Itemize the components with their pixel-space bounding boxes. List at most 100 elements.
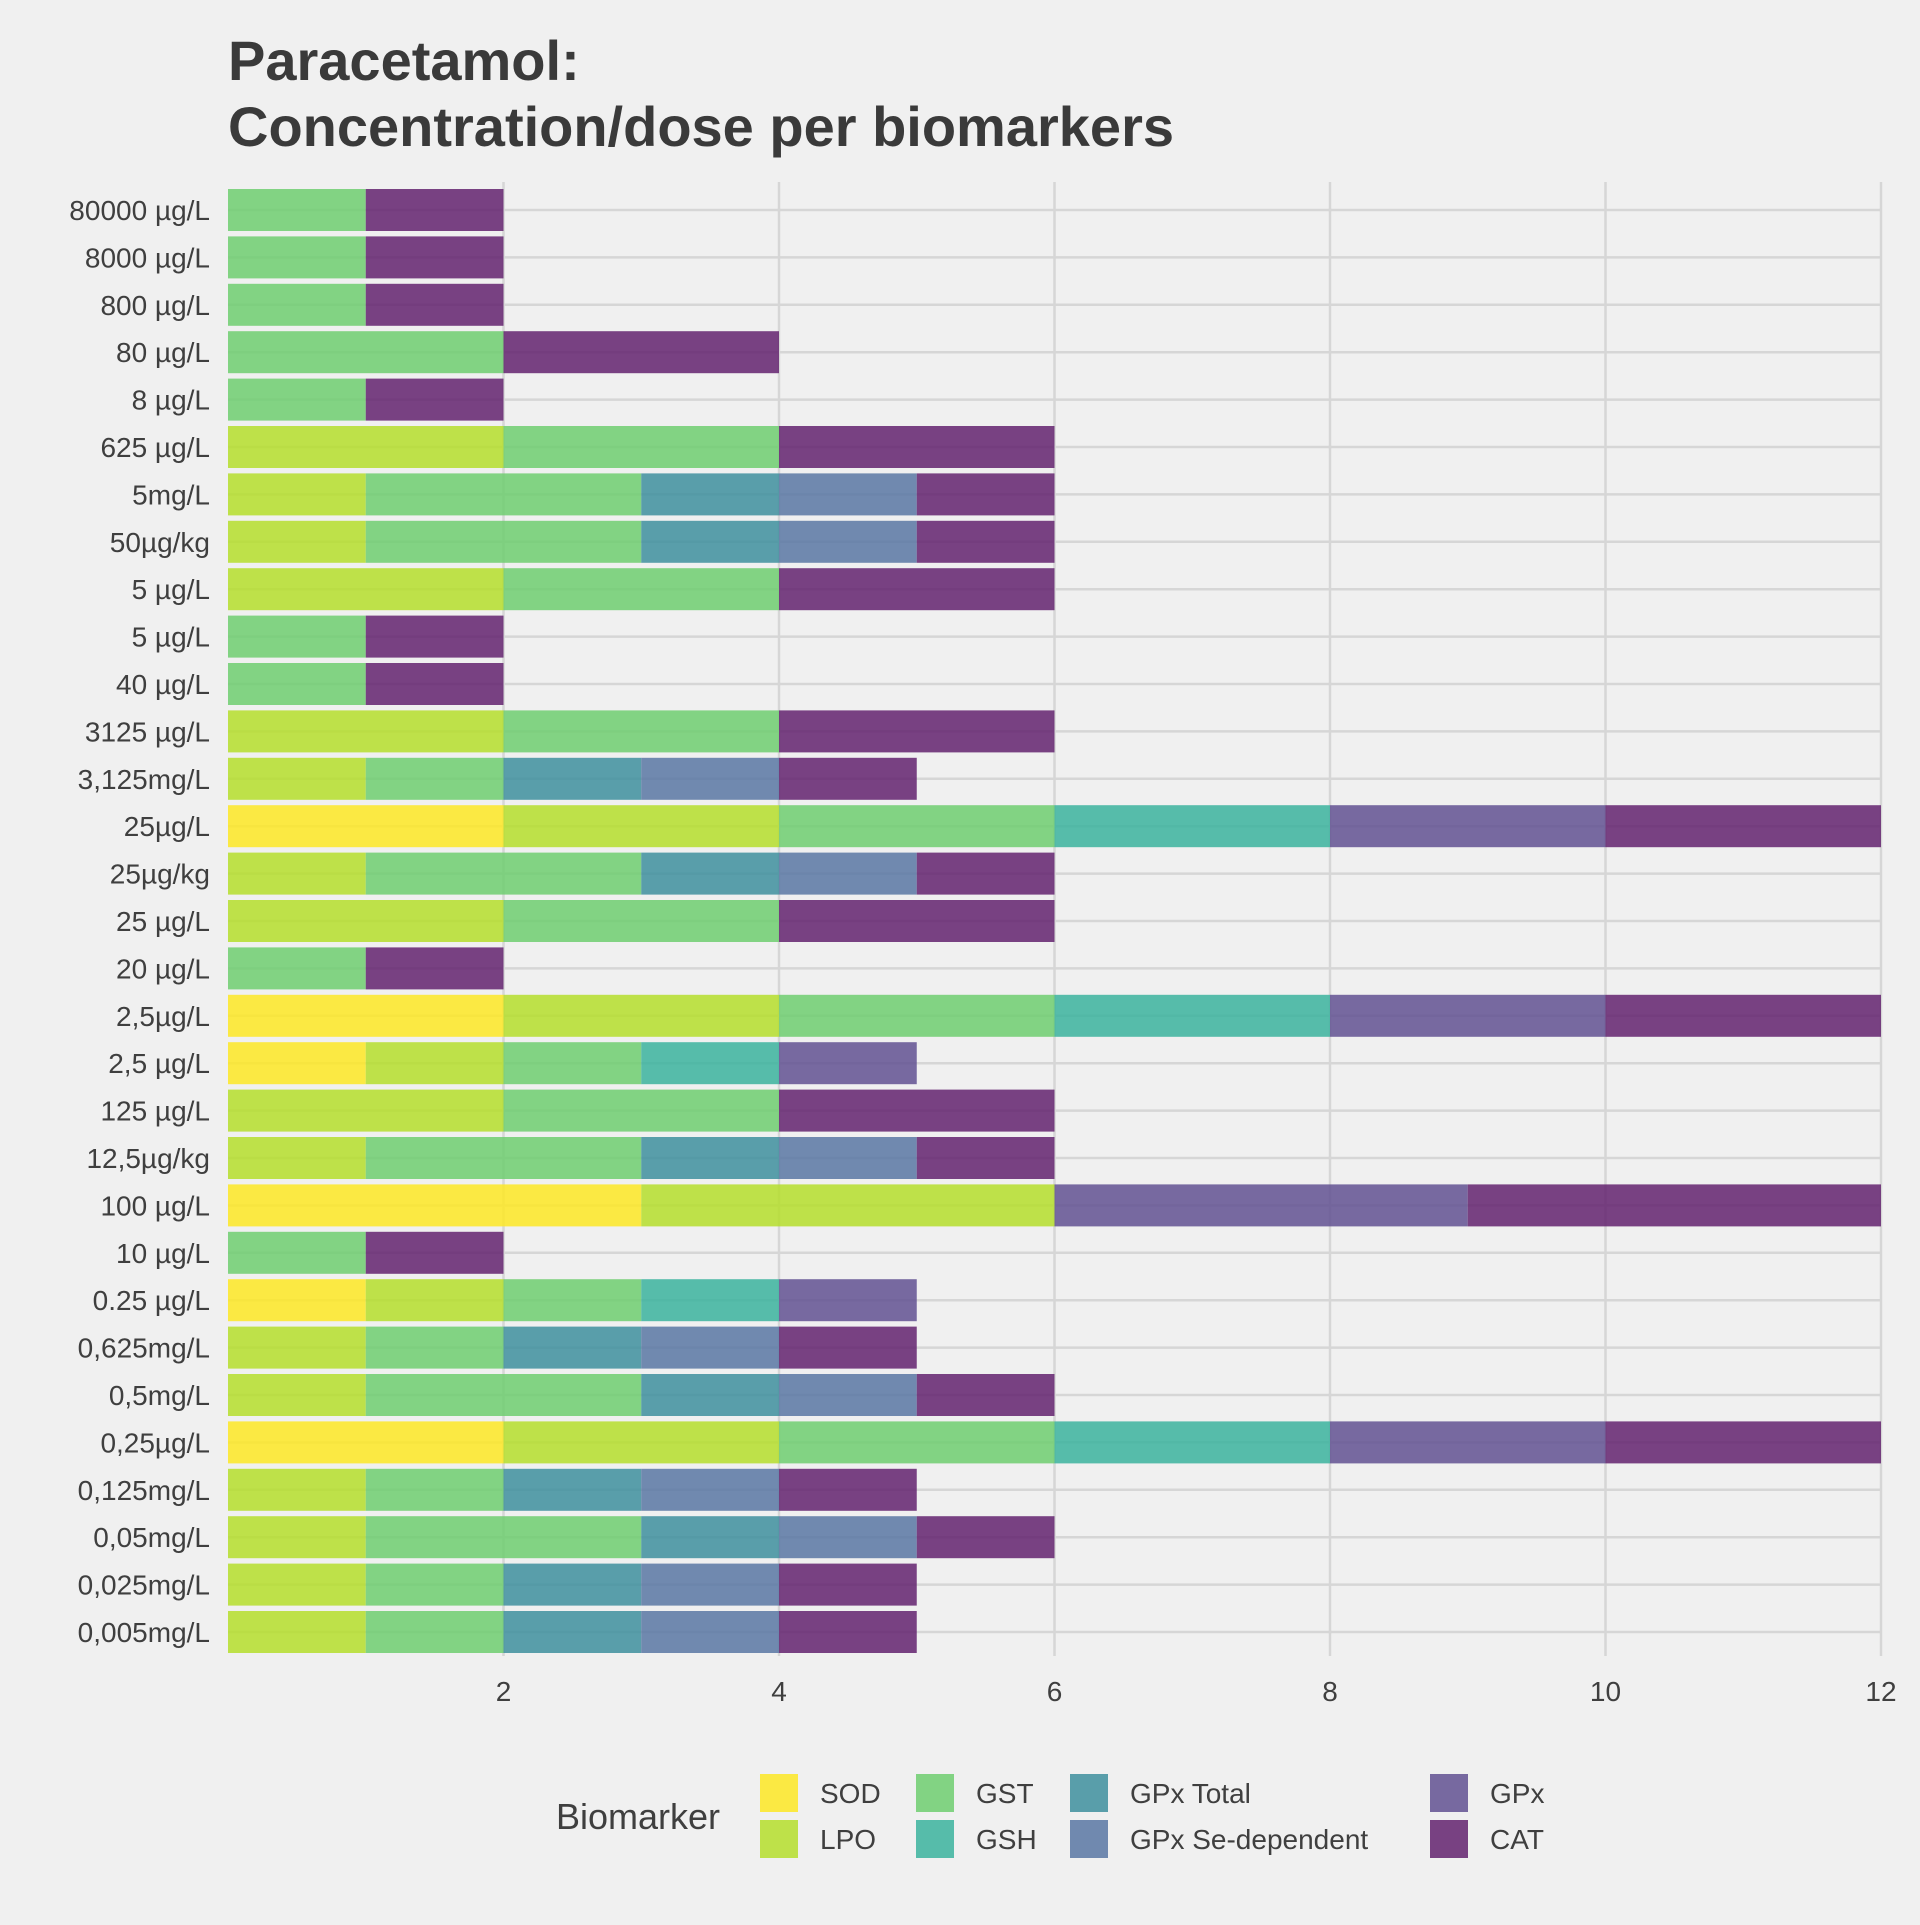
bar-segment-gst — [228, 189, 366, 231]
legend-label: LPO — [820, 1824, 876, 1855]
bar-segment-gpx-se-dependent — [779, 852, 917, 895]
bar-segment-gpx — [1330, 994, 1606, 1037]
bar-segment-sod — [228, 1042, 366, 1085]
bar-segment-cat — [365, 947, 504, 990]
bar-segment-gpx-se-dependent — [779, 1516, 917, 1559]
bar-segment-lpo — [228, 1137, 366, 1179]
bar-segment-cat — [365, 236, 504, 279]
bar-segment-sod — [228, 994, 504, 1037]
y-tick-label: 20 µg/L — [116, 953, 210, 984]
legend-label: GPx Se-dependent — [1130, 1824, 1368, 1855]
bar-segment-cat — [779, 757, 917, 800]
bar-segment-gst — [228, 1231, 366, 1274]
y-tick-label: 3,125mg/L — [78, 764, 210, 795]
chart-title: Paracetamol: Concentration/dose per biom… — [228, 29, 1174, 158]
bar-segment-gpx-se-dependent — [641, 1563, 779, 1606]
bar-segment-lpo — [503, 1421, 779, 1464]
bar-segment-gst — [365, 757, 504, 800]
bar-segment-gst — [228, 947, 366, 990]
bar-segment-gst — [228, 663, 366, 705]
bar-segment-cat — [503, 331, 779, 374]
y-tick-label: 5mg/L — [132, 479, 210, 510]
bar-segment-gst — [779, 805, 1055, 848]
bar-segment-gpx-se-dependent — [641, 757, 779, 800]
bar-segment-gpx-se-dependent — [779, 1137, 917, 1179]
y-tick-label: 0.25 µg/L — [93, 1285, 210, 1316]
bar-segment-gpx-se-dependent — [779, 520, 917, 563]
bar-segment-gst — [228, 378, 366, 421]
bar-segment-gpx-total — [503, 1326, 642, 1369]
bar-segment-cat — [916, 1374, 1055, 1416]
bar-segment-cat — [1605, 805, 1881, 848]
bar-segment-cat — [916, 520, 1055, 563]
legend-key-sod — [760, 1774, 798, 1812]
bar-segment-lpo — [228, 1326, 366, 1369]
y-tick-label: 5 µg/L — [132, 574, 210, 605]
y-tick-label: 125 µg/L — [100, 1096, 210, 1127]
bar-segment-lpo — [503, 994, 779, 1037]
bar-segment-gpx-se-dependent — [641, 1468, 779, 1511]
bar-segment-cat — [365, 1231, 504, 1274]
bar-segment-cat — [365, 663, 504, 705]
bar-segment-lpo — [228, 568, 504, 611]
bar-segment-gst — [503, 1279, 642, 1322]
bar-segment-gsh — [1054, 1421, 1330, 1464]
bar-segment-lpo — [228, 1468, 366, 1511]
bar-segment-lpo — [503, 805, 779, 848]
bar-segment-gst — [365, 1563, 504, 1606]
bar-segment-lpo — [365, 1042, 504, 1085]
bar-segment-gsh — [641, 1279, 779, 1322]
legend-label: SOD — [820, 1778, 881, 1809]
bar-segment-lpo — [228, 1563, 366, 1606]
bar-segment-gst — [365, 1468, 504, 1511]
legend-key-cat — [1430, 1820, 1468, 1858]
bar-segment-gpx-total — [641, 1374, 779, 1416]
bar-segment-lpo — [365, 1279, 504, 1322]
bar-segment-cat — [365, 189, 504, 231]
bar-segment-lpo — [228, 1611, 366, 1653]
legend-label: CAT — [1490, 1824, 1544, 1855]
bar-segment-lpo — [228, 473, 366, 516]
bar-segment-gsh — [641, 1042, 779, 1085]
bar-segment-gst — [365, 1326, 504, 1369]
y-tick-label: 5 µg/L — [132, 622, 210, 653]
bar-segment-lpo — [228, 1516, 366, 1559]
y-tick-label: 800 µg/L — [100, 290, 210, 321]
bar-segment-sod — [228, 1279, 366, 1322]
bar-segment-cat — [779, 1468, 917, 1511]
legend-key-gst — [916, 1774, 954, 1812]
y-tick-label: 80000 µg/L — [69, 195, 210, 226]
bar-segment-sod — [228, 1184, 642, 1227]
y-tick-label: 25µg/kg — [110, 859, 210, 890]
y-tick-label: 625 µg/L — [100, 432, 210, 463]
chart-title-line-2: Concentration/dose per biomarkers — [228, 95, 1174, 158]
bar-segment-gst — [365, 520, 642, 563]
bar-segment-gpx-total — [641, 1137, 779, 1179]
legend-label: GST — [976, 1778, 1034, 1809]
bar-segment-cat — [916, 473, 1055, 516]
bar-segment-cat — [916, 1137, 1055, 1179]
bar-segment-gpx — [779, 1279, 917, 1322]
bar-segment-gst — [779, 1421, 1055, 1464]
bar-segment-cat — [779, 568, 1055, 611]
y-tick-label: 8000 µg/L — [85, 242, 210, 273]
bar-segment-gst — [365, 473, 642, 516]
y-tick-label: 3125 µg/L — [85, 716, 210, 747]
y-tick-label: 25µg/L — [124, 811, 210, 842]
bar-segment-gpx — [1330, 1421, 1606, 1464]
bar-segment-gst — [503, 568, 779, 611]
legend-key-gsh — [916, 1820, 954, 1858]
bar-segment-lpo — [228, 900, 504, 942]
bar-segment-cat — [1605, 994, 1881, 1037]
bar-segment-cat — [916, 1516, 1055, 1559]
y-tick-label: 2,5 µg/L — [108, 1048, 210, 1079]
y-tick-label: 8 µg/L — [132, 385, 210, 416]
bar-segment-lpo — [641, 1184, 1055, 1227]
bar-segment-gpx-total — [503, 757, 642, 800]
bar-segment-gpx — [1330, 805, 1606, 848]
bar-segment-gpx-total — [503, 1468, 642, 1511]
y-tick-label: 40 µg/L — [116, 669, 210, 700]
bar-segment-cat — [365, 283, 504, 326]
bar-segment-gst — [228, 236, 366, 279]
bar-segment-gpx-total — [641, 852, 779, 895]
